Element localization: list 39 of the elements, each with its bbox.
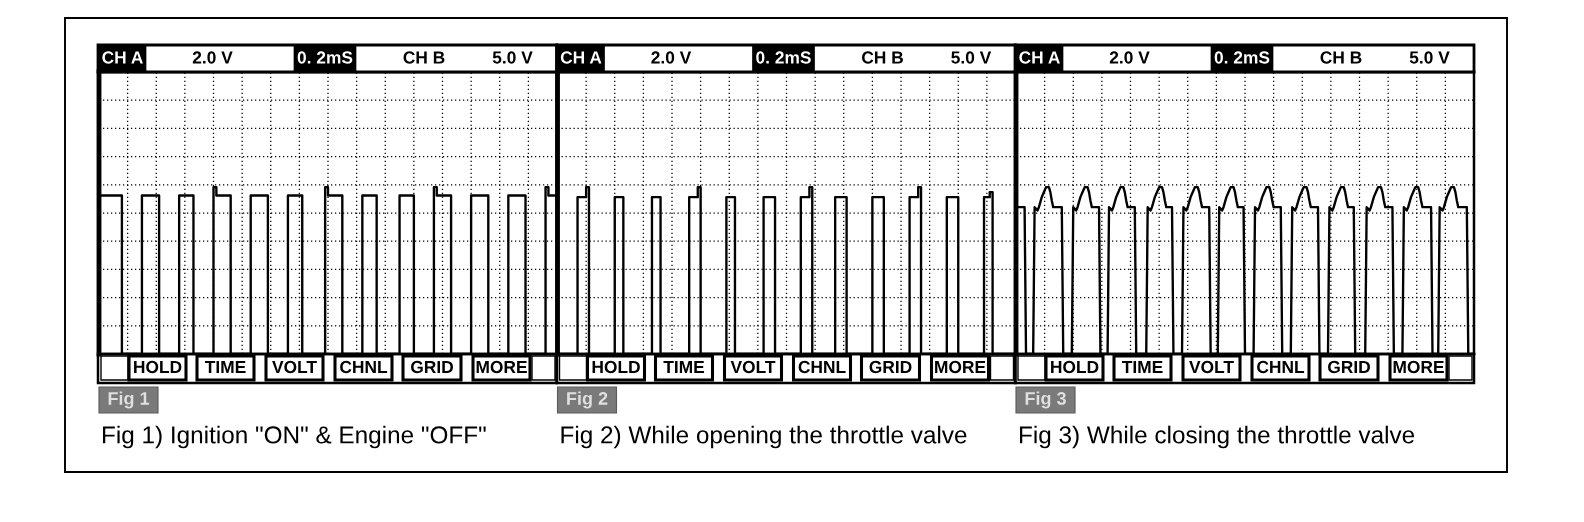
text: Fig 1) Ignition "ON" & Engine "OFF"	[102, 425, 486, 449]
text: GRID	[411, 360, 453, 374]
text: GRID	[1328, 360, 1370, 374]
text: Fig 2) While opening the throttle valve	[561, 425, 967, 449]
text: CHNL	[1257, 360, 1305, 374]
text: CH A	[102, 51, 143, 64]
text: CH B	[861, 51, 903, 64]
text: CH A	[1019, 51, 1060, 64]
text: MORE	[1393, 360, 1444, 374]
text: HOLD	[1051, 360, 1099, 374]
text: CH B	[1320, 51, 1362, 64]
text: Fig 3	[1025, 391, 1066, 409]
text: CHNL	[340, 360, 388, 374]
text: Fig 1	[108, 391, 150, 409]
text: MORE	[935, 360, 986, 374]
text: 0. 2mS	[756, 51, 811, 64]
text: VOLT	[730, 360, 776, 374]
text: TIME	[204, 361, 246, 373]
text: TIME	[663, 361, 705, 373]
text: Fig 2	[567, 391, 608, 409]
text: 0. 2mS	[297, 51, 353, 64]
text: VOLT	[1189, 360, 1234, 374]
text: GRID	[869, 360, 912, 374]
text: 5.0 V	[951, 51, 992, 64]
text: VOLT	[272, 360, 317, 374]
text: MORE	[476, 360, 527, 374]
text: 2.0 V	[1109, 51, 1150, 64]
text: 2.0 V	[192, 51, 233, 64]
text: 0. 2mS	[1214, 51, 1270, 64]
text: CH A	[560, 51, 602, 64]
text: HOLD	[134, 360, 182, 374]
text: 2.0 V	[651, 51, 692, 64]
text: CHNL	[798, 360, 846, 374]
text: TIME	[1121, 361, 1163, 373]
text: 5.0 V	[492, 51, 533, 64]
text: 5.0 V	[1409, 51, 1450, 64]
text: HOLD	[592, 360, 640, 374]
text: Fig 3) While closing the throttle valve	[1019, 425, 1415, 449]
text: CH B	[403, 51, 445, 64]
